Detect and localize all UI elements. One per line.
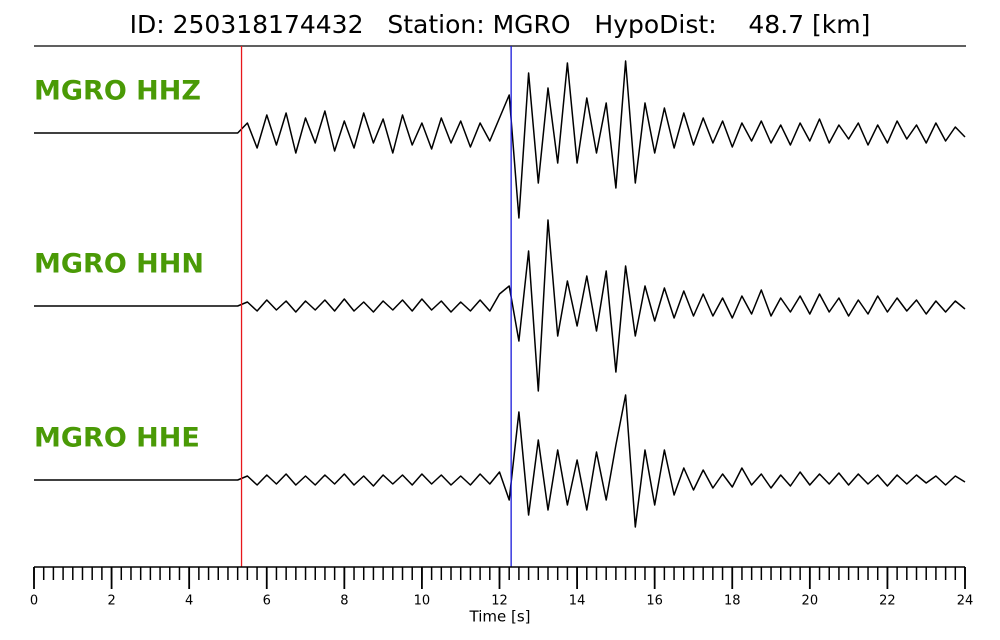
trace-label: MGRO HHE [34, 423, 200, 454]
x-tick-label: 12 [491, 594, 508, 609]
x-tick-label: 14 [569, 594, 586, 609]
x-tick-label: 24 [957, 594, 974, 609]
waveform [34, 394, 966, 528]
waveform [34, 219, 966, 392]
x-tick-label: 20 [802, 594, 819, 609]
trace-label: MGRO HHN [34, 249, 204, 280]
trace-label: MGRO HHZ [34, 76, 201, 107]
x-tick-label: 0 [30, 594, 38, 609]
x-tick-label: 22 [879, 594, 896, 609]
x-tick-label: 16 [646, 594, 663, 609]
x-tick-label: 4 [185, 594, 193, 609]
waveform [34, 60, 966, 219]
x-tick-label: 10 [414, 594, 431, 609]
x-tick-label: 18 [724, 594, 741, 609]
x-tick-label: 2 [107, 594, 115, 609]
x-axis-label: Time [s] [469, 608, 531, 626]
chart-title: ID: 250318174432 Station: MGRO HypoDist:… [130, 10, 871, 39]
x-tick-label: 6 [263, 594, 271, 609]
x-tick-label: 8 [340, 594, 348, 609]
